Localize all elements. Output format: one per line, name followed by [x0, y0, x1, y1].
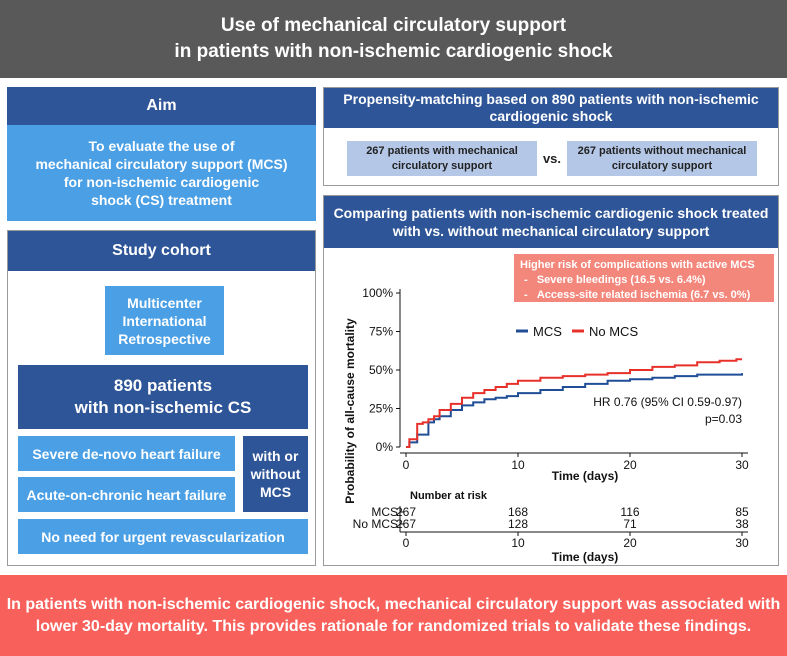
study-design-box: Multicenter International Retrospective — [105, 286, 224, 355]
risk-x-tick-label: 20 — [623, 536, 637, 550]
bullet: - — [524, 274, 528, 286]
propensity-matching-panel: Propensity-matching based on 890 patient… — [323, 87, 779, 186]
risk-row-label: No MCS — [353, 517, 398, 531]
chart-axes: 0% 25% 50% 75% 100% 0 10 20 30 — [362, 286, 749, 472]
title-line-1: Use of mechanical circulatory support — [220, 15, 567, 36]
title-line-2: in patients with non-ischemic cardiogeni… — [174, 41, 613, 62]
aim-description: To evaluate the use of mechanical circul… — [7, 125, 316, 221]
kaplan-meier-chart: 0% 25% 50% 75% 100% 0 10 20 30 Probability of al… — [343, 286, 749, 564]
criterion-acute-on-chronic-hf: Acute-on-chronic heart failure — [18, 477, 235, 512]
chart-legend: MCS No MCS — [516, 324, 638, 339]
x-tick-label: 30 — [735, 458, 749, 472]
risk-value: 267 — [396, 505, 416, 519]
risk-value: 116 — [620, 505, 639, 519]
complication-item: - Access-site related ischemia (6.7 vs. … — [520, 288, 768, 303]
aim-panel: Aim To evaluate the use of mechanical ci… — [7, 87, 316, 221]
mcs-group-line-2: circulatory support — [391, 159, 493, 172]
design-line: International — [122, 312, 207, 329]
p-value-annotation: p=0.03 — [705, 412, 742, 426]
study-cohort-heading: Study cohort — [8, 231, 315, 271]
comparison-heading: Comparing patients with non-ischemic car… — [324, 196, 778, 248]
comparison-heading-line-2: with vs. without mechanical circulatory … — [392, 223, 710, 239]
no-revascularization-box: No need for urgent revascularization — [18, 519, 308, 554]
complication-bleeding: Severe bleedings (16.5 vs. 6.4%) — [536, 274, 706, 286]
risk-table-title: Number at risk — [410, 490, 488, 502]
without-line: without — [250, 466, 301, 482]
propensity-heading: Propensity-matching based on 890 patient… — [324, 88, 778, 128]
y-axis-label: Probability of all-cause mortality — [343, 318, 357, 504]
aim-line: To evaluate the use of — [88, 138, 235, 154]
aim-heading: Aim — [7, 87, 316, 125]
propensity-heading-line-2: cardiogenic shock — [489, 108, 613, 124]
risk-x-tick-label: 30 — [735, 536, 749, 550]
x-axis-label: Time (days) — [552, 469, 618, 483]
no-mcs-group-box: 267 patients without mechanical circulat… — [567, 141, 757, 176]
risk-row-label: MCS — [371, 505, 398, 519]
mcs-group-line-1: 267 patients with mechanical — [366, 144, 518, 157]
risk-value: 168 — [508, 505, 528, 519]
bullet: - — [524, 289, 528, 301]
y-tick-label: 0% — [376, 440, 394, 454]
x-tick-label: 20 — [623, 458, 637, 472]
mcs-group-box: 267 patients with mechanical circulatory… — [347, 141, 537, 176]
conclusion-line-1: In patients with non-ischemic cardiogeni… — [6, 595, 781, 613]
risk-value: 38 — [735, 517, 749, 531]
y-tick-label: 100% — [362, 286, 393, 300]
patients-count: 890 patients — [113, 376, 213, 395]
no-mcs-survival-curve — [406, 358, 742, 448]
comparison-heading-line-1: Comparing patients with non-ischemic car… — [333, 205, 769, 221]
patients-box: 890 patients with non-ischemic CS — [18, 365, 308, 429]
legend-label-mcs: MCS — [533, 324, 562, 339]
aim-line: shock (CS) treatment — [91, 192, 232, 208]
mcs-survival-curve — [406, 373, 743, 448]
study-cohort-panel: Study cohort Multicenter International R… — [7, 230, 316, 566]
y-tick-label: 25% — [369, 402, 393, 416]
conclusion-line-2: lower 30-day mortality. This provides ra… — [35, 617, 752, 635]
complications-box: Higher risk of complications with active… — [514, 254, 774, 302]
x-tick-label: 0 — [403, 458, 410, 472]
y-tick-label: 75% — [369, 325, 393, 339]
complication-ischemia: Access-site related ischemia (6.7 vs. 0%… — [536, 289, 751, 301]
design-line: Retrospective — [118, 330, 211, 347]
mcs-line: MCS — [259, 484, 292, 500]
aim-line: mechanical circulatory support (MCS) — [35, 156, 288, 172]
legend-label-no-mcs: No MCS — [589, 324, 638, 339]
vs-label: vs. — [542, 151, 562, 166]
risk-value: 267 — [396, 517, 416, 531]
complications-title: Higher risk of complications with active… — [520, 259, 755, 271]
chart-curves — [406, 358, 743, 448]
criterion-de-novo-hf: Severe de-novo heart failure — [18, 436, 235, 471]
with-or-without-mcs-box: with or without MCS — [243, 436, 308, 512]
risk-value: 128 — [508, 517, 528, 531]
comparison-panel: Comparing patients with non-ischemic car… — [323, 195, 779, 566]
hazard-ratio-annotation: HR 0.76 (95% CI 0.59-0.97) — [593, 395, 742, 409]
with-or-line: with or — [252, 448, 299, 464]
title-banner: Use of mechanical circulatory support in… — [0, 0, 787, 78]
no-mcs-group-line-1: 267 patients without mechanical — [577, 144, 747, 157]
risk-value: 71 — [623, 517, 637, 531]
design-line: Multicenter — [127, 294, 202, 311]
no-mcs-group-line-2: circulatory support — [611, 159, 713, 172]
x-tick-label: 10 — [511, 458, 525, 472]
risk-value: 85 — [735, 505, 749, 519]
propensity-heading-line-1: Propensity-matching based on 890 patient… — [343, 91, 759, 107]
y-tick-label: 50% — [369, 363, 393, 377]
complication-item: - Severe bleedings (16.5 vs. 6.4%) — [520, 273, 768, 288]
risk-x-axis-label: Time (days) — [552, 550, 618, 564]
conclusion-banner: In patients with non-ischemic cardiogeni… — [0, 575, 787, 656]
patients-description: with non-ischemic CS — [74, 398, 252, 417]
risk-x-tick-label: 0 — [403, 536, 410, 550]
risk-x-tick-label: 10 — [511, 536, 525, 550]
aim-line: for non-ischemic cardiogenic — [63, 174, 260, 190]
